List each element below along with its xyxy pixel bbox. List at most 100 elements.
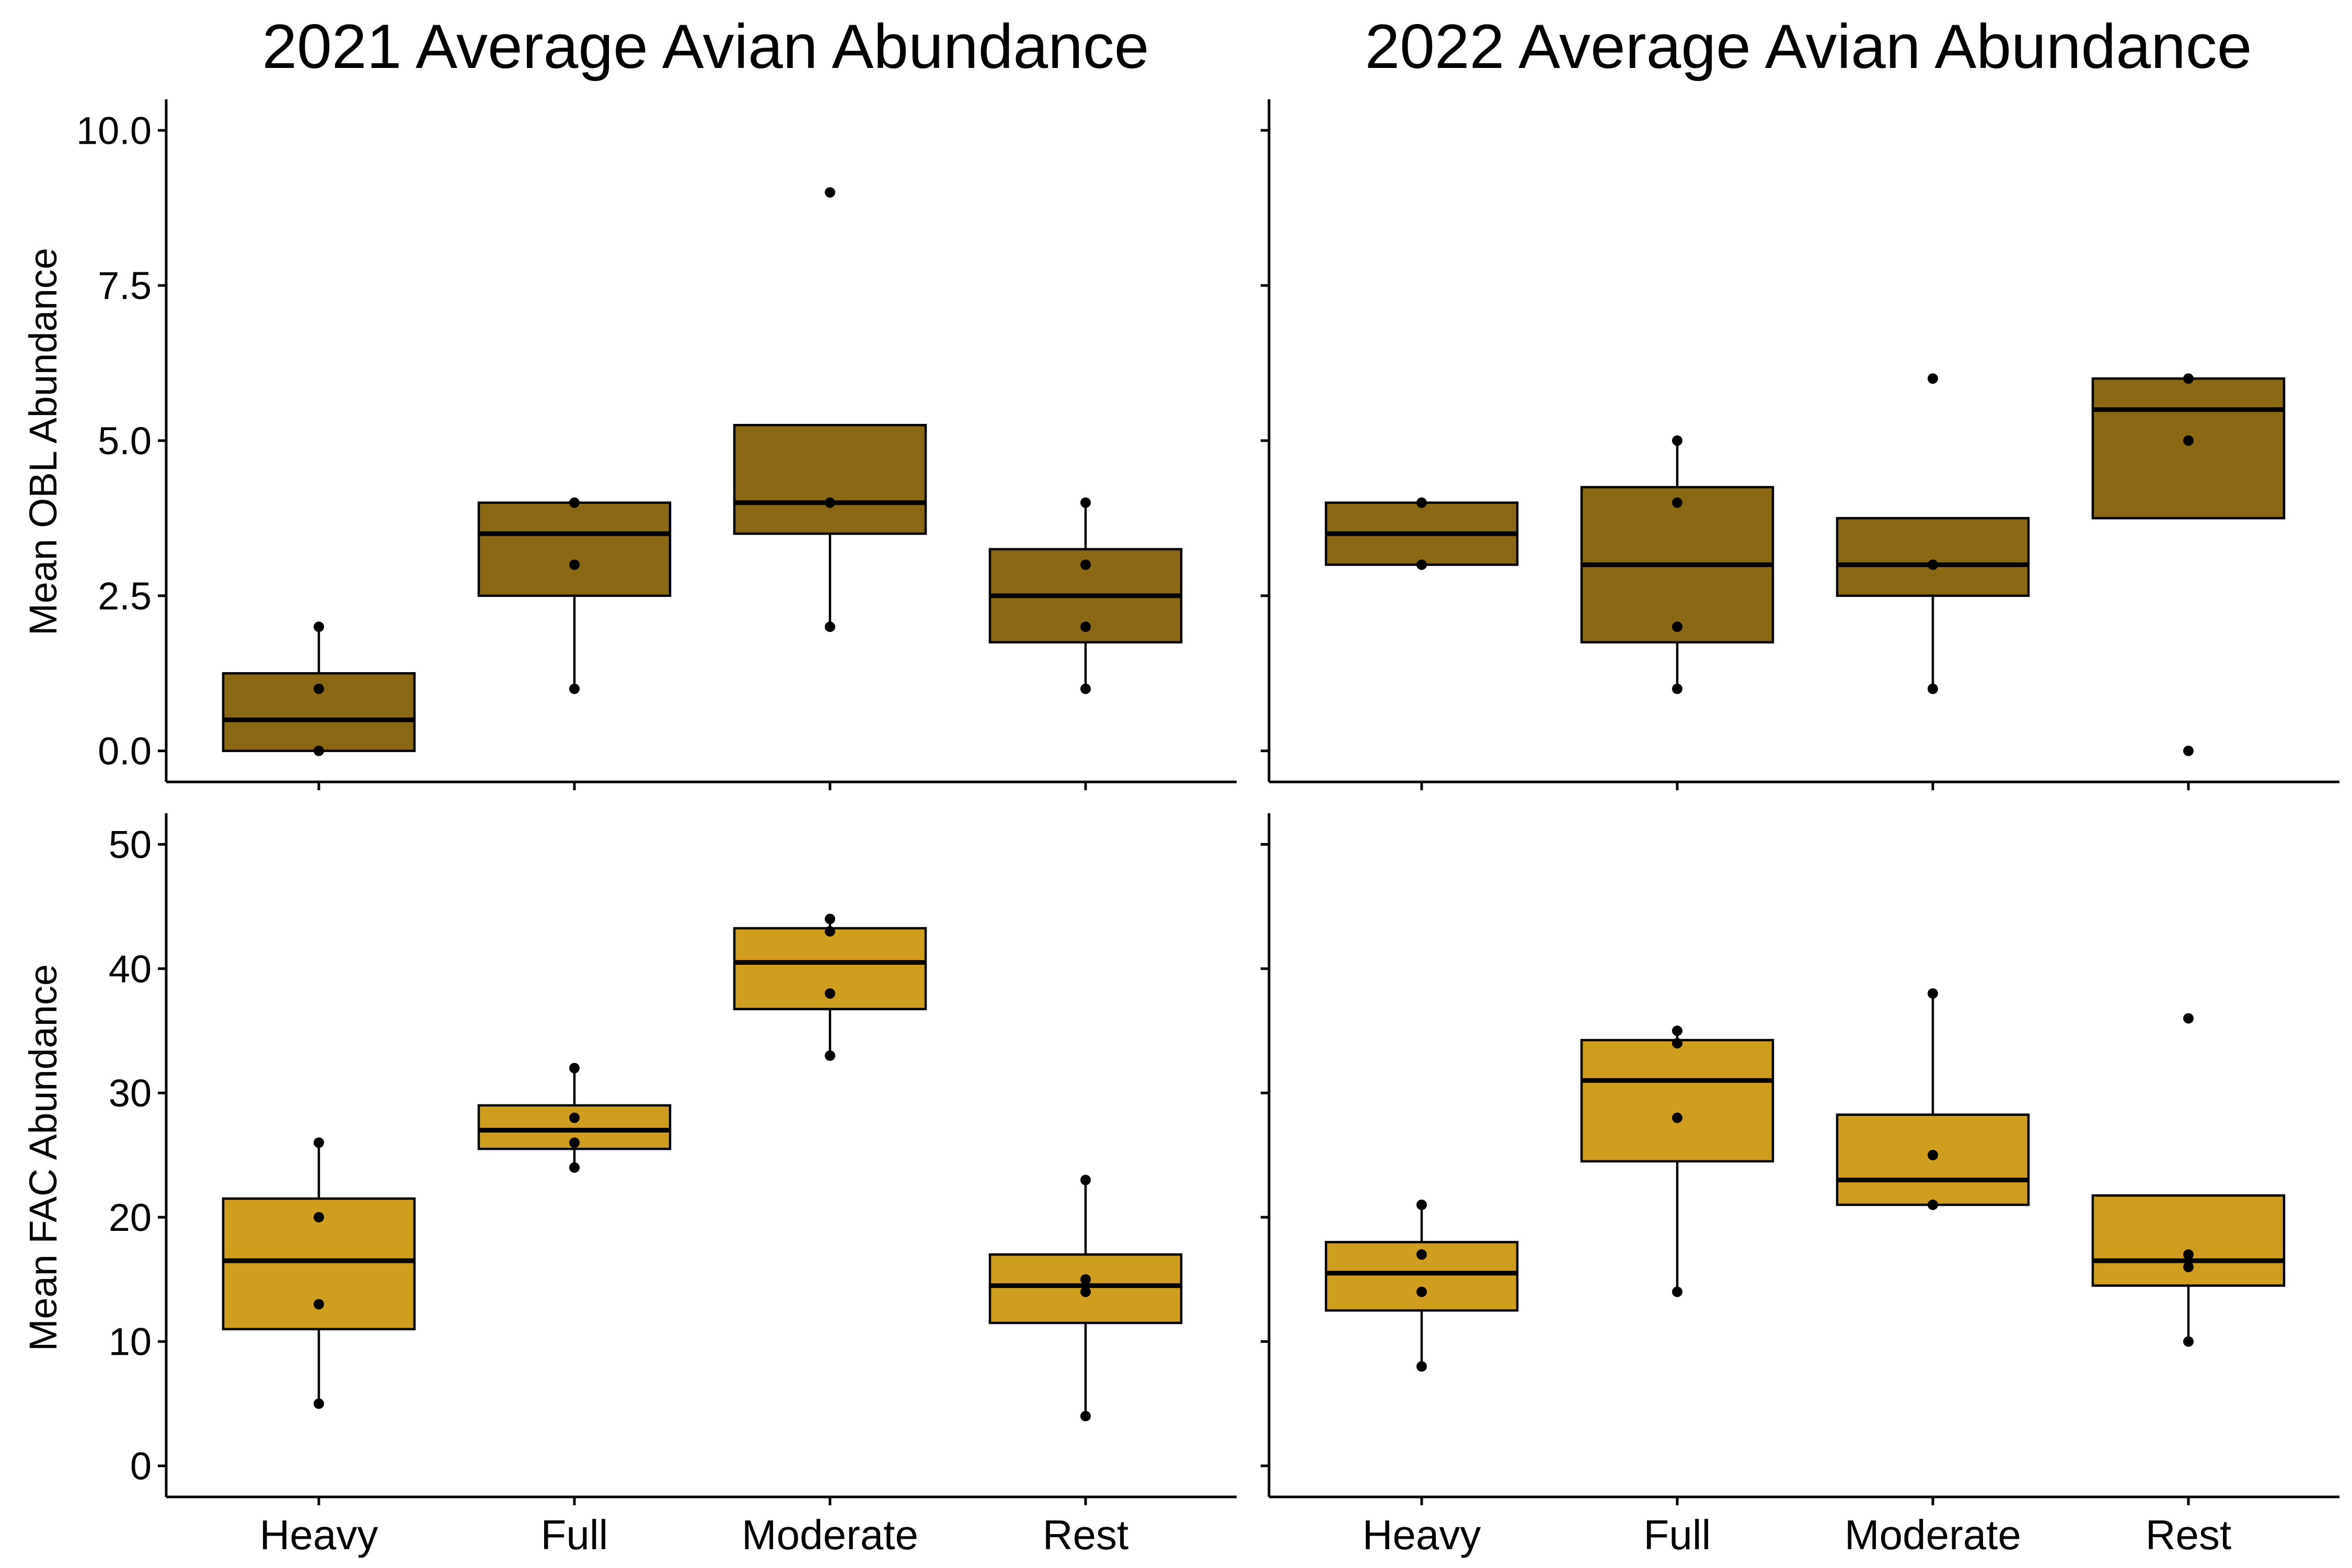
axes: 0 10 20 30 40 50 Heavy Full Moderate Rest [109,813,1237,1558]
data-point [1672,1286,1682,1297]
column-title-2022: 2022 Average Avian Abundance [1365,11,2252,82]
axes: 0.0 2.5 5.0 7.5 10.0 [76,99,1237,790]
data-point [825,187,835,198]
data-point [825,1050,835,1061]
data-point [314,683,324,694]
box-full [477,1063,672,1173]
data-point [1928,988,1938,999]
x-tick-label-moderate: Moderate [742,1512,918,1558]
data-point [314,1299,324,1310]
box-heavy [222,1137,416,1409]
data-point [314,745,324,756]
data-point [1080,497,1091,508]
x-tick-label-rest: Rest [1043,1512,1129,1558]
data-point [825,497,835,508]
column-title-2021: 2021 Average Avian Abundance [262,11,1149,82]
box-heavy [1324,497,1519,570]
data-point [1080,621,1091,632]
data-point [2183,1013,2194,1024]
data-point [569,1112,580,1123]
data-point [1672,435,1682,446]
data-point [1672,497,1682,508]
y-tick-label-0: 0 [130,1445,152,1488]
data-point [1416,1249,1427,1260]
data-point [1672,1037,1682,1048]
y-tick-label-20: 20 [109,1196,152,1239]
data-point [2183,1249,2194,1260]
box-full [1580,435,1774,694]
x-tick-label-rest: Rest [2146,1512,2232,1558]
y-tick-label-7-5: 7.5 [98,264,152,307]
x-tick-label-heavy: Heavy [1363,1512,1481,1558]
data-point [825,621,835,632]
data-point [569,559,580,570]
box-rest [2091,1013,2286,1347]
box-heavy [222,621,416,756]
data-point [1080,1286,1091,1297]
data-point [314,1398,324,1409]
x-tick-label-heavy: Heavy [260,1512,378,1558]
data-point [2183,373,2194,384]
y-tick-label-0-0: 0.0 [98,730,152,773]
y-tick-label-5-0: 5.0 [98,419,152,463]
panel-2021-fac: 0 10 20 30 40 50 Heavy Full Moderate Rest [109,813,1237,1558]
data-point [314,621,324,632]
box-heavy [1324,1200,1519,1372]
data-point [1080,559,1091,570]
data-point [1928,1200,1938,1210]
box-moderate [1836,988,2030,1210]
box-moderate [733,187,927,632]
box-rest [2091,373,2286,756]
panel-2021-obl: 0.0 2.5 5.0 7.5 10.0 [76,99,1237,790]
x-tick-label-full: Full [1644,1512,1711,1558]
panel-2022-fac: Heavy Full Moderate Rest [1261,813,2339,1558]
data-point [1928,373,1938,384]
box-body [1580,1039,1774,1163]
box-body [1836,517,2030,597]
data-point [314,1212,324,1223]
box-body [2091,377,2286,520]
data-point [1928,683,1938,694]
data-point [1672,1025,1682,1036]
data-point [1416,1286,1427,1297]
data-point [1080,1174,1091,1185]
y-tick-label-50: 50 [109,823,152,866]
data-point [2183,1336,2194,1347]
box-body [733,424,927,535]
data-point [825,926,835,937]
x-tick-label-full: Full [541,1512,608,1558]
y-tick-label-40: 40 [109,947,152,990]
data-point [2183,745,2194,756]
axes [1261,99,2339,790]
y-tick-label-30: 30 [109,1071,152,1115]
data-point [1080,1411,1091,1422]
y-tick-label-10: 10 [109,1320,152,1364]
box-moderate [733,914,927,1061]
data-point [1416,497,1427,508]
data-point [2183,1262,2194,1273]
data-point [1080,683,1091,694]
box-moderate [1836,373,2030,694]
box-full [477,497,672,694]
data-point [569,1063,580,1074]
y-axis-label-fac: Mean FAC Abundance [21,964,65,1352]
data-point [569,683,580,694]
data-point [2183,435,2194,446]
data-point [1416,559,1427,570]
data-point [1080,1274,1091,1285]
data-point [825,914,835,925]
data-point [825,988,835,999]
box-rest [988,497,1183,694]
data-point [1928,559,1938,570]
data-point [1672,683,1682,694]
y-axis-label-obl: Mean OBL Abundance [21,248,65,636]
data-point [1416,1200,1427,1210]
x-tick-label-moderate: Moderate [1844,1512,2021,1558]
data-point [314,1137,324,1148]
data-point [1672,1112,1682,1123]
data-point [1416,1361,1427,1372]
data-point [569,1162,580,1173]
data-point [569,497,580,508]
